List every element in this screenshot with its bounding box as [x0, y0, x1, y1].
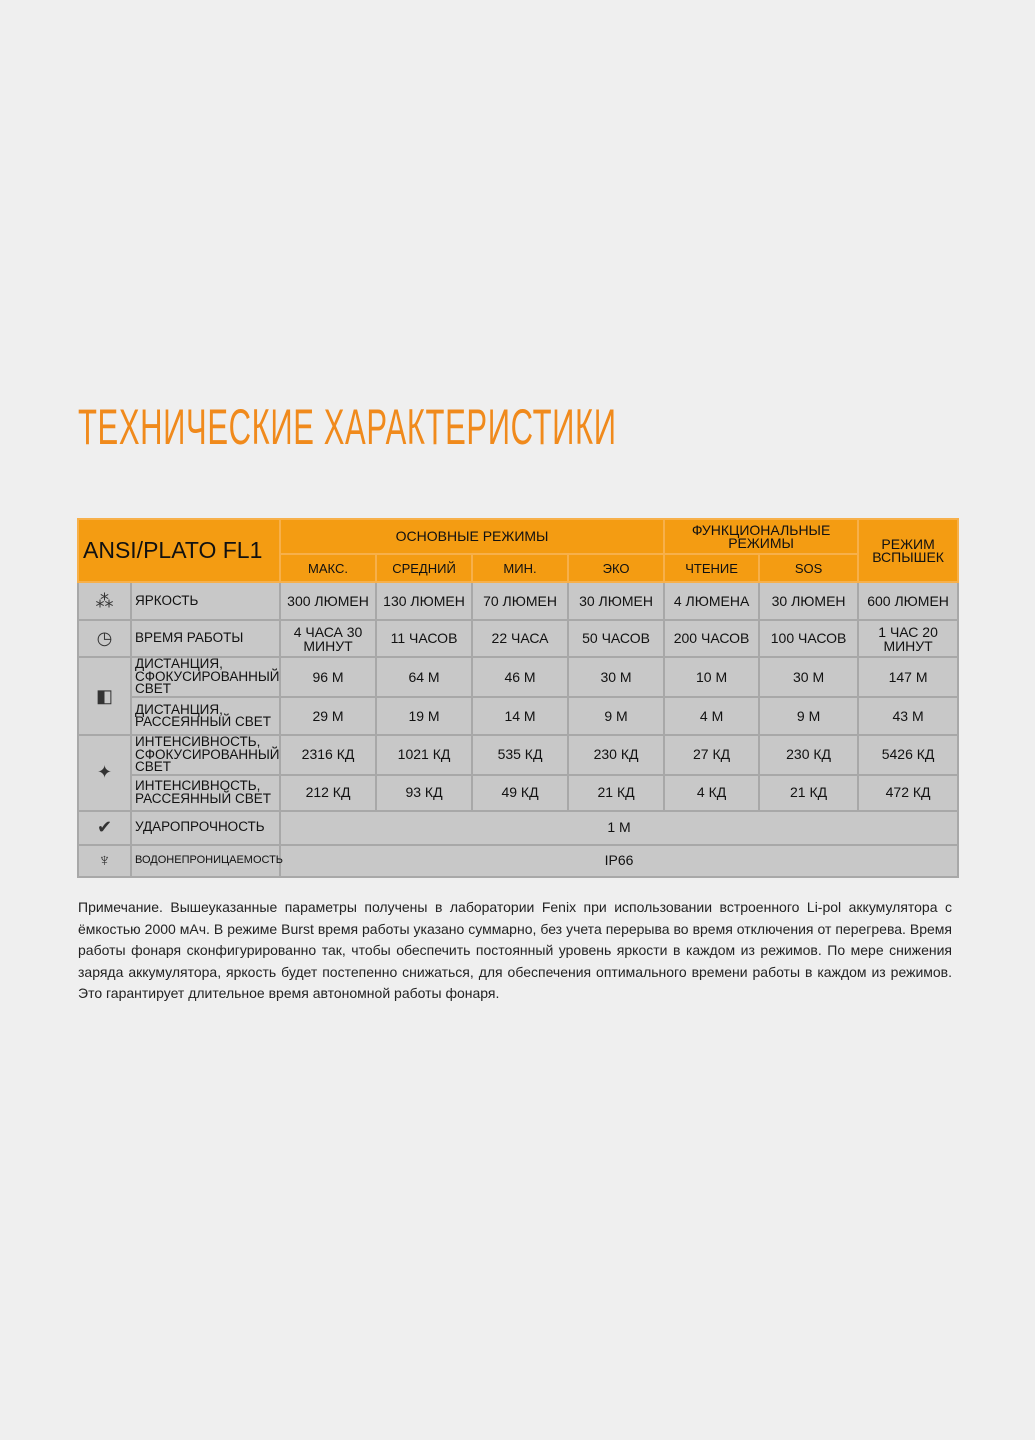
value-cell: 130 ЛЮМЕН	[375, 581, 474, 621]
value-cell: 535 КД	[471, 734, 570, 776]
value-cell: 1 ЧАС 20 МИНУТ	[857, 619, 960, 658]
table-row: ◷ ВРЕМЯ РАБОТЫ 4 ЧАСА 30 МИНУТ 11 ЧАСОВ 22 Ч…	[77, 619, 960, 658]
value-cell: 600 ЛЮМЕН	[857, 581, 960, 621]
value-cell: 21 КД	[567, 773, 666, 812]
row-label: ДИСТАНЦИЯ, СФОКУСИРОВАННЫЙ СВЕТ	[129, 656, 282, 698]
mode-header: SOS	[758, 553, 860, 583]
row-label: ВОДОНЕПРОНИЦАЕМОСТЬ	[129, 843, 283, 878]
value-cell: IP66	[279, 843, 960, 878]
value-cell: 30 М	[758, 656, 860, 698]
group-func-header: ФУНКЦИОНАЛЬНЫЕ РЕЖИМЫ	[663, 518, 860, 555]
value-cell: 4 КД	[663, 773, 761, 812]
value-cell: 96 М	[279, 656, 378, 698]
spec-table: ANSI/PLATO FL1 ОСНОВНЫЕ РЕЖИМЫ ФУНКЦИОНА…	[76, 518, 960, 878]
value-cell: 46 М	[471, 656, 570, 698]
page-title: ТЕХНИЧЕСКИЕ ХАРАКТЕРИСТИКИ	[78, 399, 617, 455]
beam-distance-icon: ◧	[77, 656, 132, 736]
value-cell: 19 М	[375, 696, 474, 736]
brightness-icon: ⁂	[77, 581, 132, 621]
value-cell: 43 М	[857, 696, 960, 736]
table-row: ИНТЕНСИВНОСТЬ, РАССЕЯННЫЙ СВЕТ 212 КД 93 К…	[78, 773, 960, 812]
brand-header: ANSI/PLATO FL1	[76, 518, 282, 583]
value-cell: 147 М	[857, 656, 960, 698]
value-cell: 14 М	[471, 696, 570, 736]
value-cell: 1 М	[279, 809, 960, 846]
value-cell: 1021 КД	[375, 734, 474, 776]
value-cell: 30 ЛЮМЕН	[567, 581, 666, 621]
row-label: ИНТЕНСИВНОСТЬ, СФОКУСИРОВАННЫЙ СВЕТ	[129, 734, 282, 776]
value-cell: 70 ЛЮМЕН	[471, 581, 570, 621]
value-cell: 22 ЧАСА	[471, 619, 570, 658]
value-cell: 10 М	[663, 656, 761, 698]
value-cell: 4 ЛЮМЕНА	[663, 581, 761, 621]
intensity-icon: ✦	[77, 734, 132, 812]
mode-header: ЧТЕНИЕ	[663, 553, 761, 583]
table-row: ⁂ ЯРКОСТЬ 300 ЛЮМЕН 130 ЛЮМЕН 70 ЛЮМЕН 30 ЛЮМ…	[77, 581, 960, 621]
value-cell: 50 ЧАСОВ	[567, 619, 666, 658]
value-cell: 21 КД	[758, 773, 860, 812]
mode-header: СРЕДНИЙ	[375, 553, 474, 583]
value-cell: 300 ЛЮМЕН	[279, 581, 378, 621]
clock-icon: ◷	[77, 619, 132, 658]
value-cell: 93 КД	[375, 773, 474, 812]
footnote: Примечание. Вышеуказанные параметры полу…	[78, 899, 952, 1001]
value-cell: 30 М	[567, 656, 666, 698]
row-label: ДИСТАНЦИЯ, РАССЕЯННЫЙ СВЕТ	[129, 696, 282, 736]
value-cell: 29 М	[279, 696, 378, 736]
value-cell: 9 М	[758, 696, 860, 736]
table-row: ◧ ДИСТАНЦИЯ, СФОКУСИРОВАННЫЙ СВЕТ 96 М 64 М…	[77, 656, 960, 736]
mode-header: ЭКО	[567, 553, 666, 583]
value-cell: 64 М	[375, 656, 474, 698]
value-cell: 2316 КД	[279, 734, 378, 776]
value-cell: 100 ЧАСОВ	[758, 619, 860, 658]
row-label: ВРЕМЯ РАБОТЫ	[129, 619, 282, 658]
value-cell: 11 ЧАСОВ	[375, 619, 474, 658]
value-cell: 4 М	[663, 696, 761, 736]
mode-header: МИН.	[471, 553, 570, 583]
value-cell: 5426 КД	[857, 734, 960, 776]
table-row: ✦ ИНТЕНСИВНОСТЬ, СФОКУСИРОВАННЫЙ СВЕТ 2316…	[77, 734, 960, 812]
row-label: УДАРОПРОЧНОСТЬ	[129, 809, 282, 846]
value-cell: 27 КД	[663, 734, 761, 776]
value-cell: 212 КД	[279, 773, 378, 812]
value-cell: 472 КД	[857, 773, 960, 812]
value-cell: 49 КД	[471, 773, 570, 812]
value-cell: 4 ЧАСА 30 МИНУТ	[279, 619, 378, 658]
value-cell: 30 ЛЮМЕН	[758, 581, 860, 621]
group-main-header: ОСНОВНЫЕ РЕЖИМЫ	[279, 518, 666, 555]
table-row: ♆ ВОДОНЕПРОНИЦАЕМОСТЬ IP66	[77, 843, 960, 878]
value-cell: 200 ЧАСОВ	[663, 619, 761, 658]
table-row: ✔ УДАРОПРОЧНОСТЬ 1 М	[77, 809, 960, 846]
value-cell: 230 КД	[567, 734, 666, 776]
impact-icon: ✔	[77, 809, 132, 846]
value-cell: 9 М	[567, 696, 666, 736]
group-burst-header: РЕЖИМ ВСПЫШЕК	[857, 518, 960, 583]
water-icon: ♆	[77, 843, 132, 878]
mode-header: МАКС.	[279, 553, 378, 583]
row-label: ЯРКОСТЬ	[129, 581, 282, 621]
value-cell: 230 КД	[758, 734, 860, 776]
row-label: ИНТЕНСИВНОСТЬ, РАССЕЯННЫЙ СВЕТ	[129, 773, 282, 812]
